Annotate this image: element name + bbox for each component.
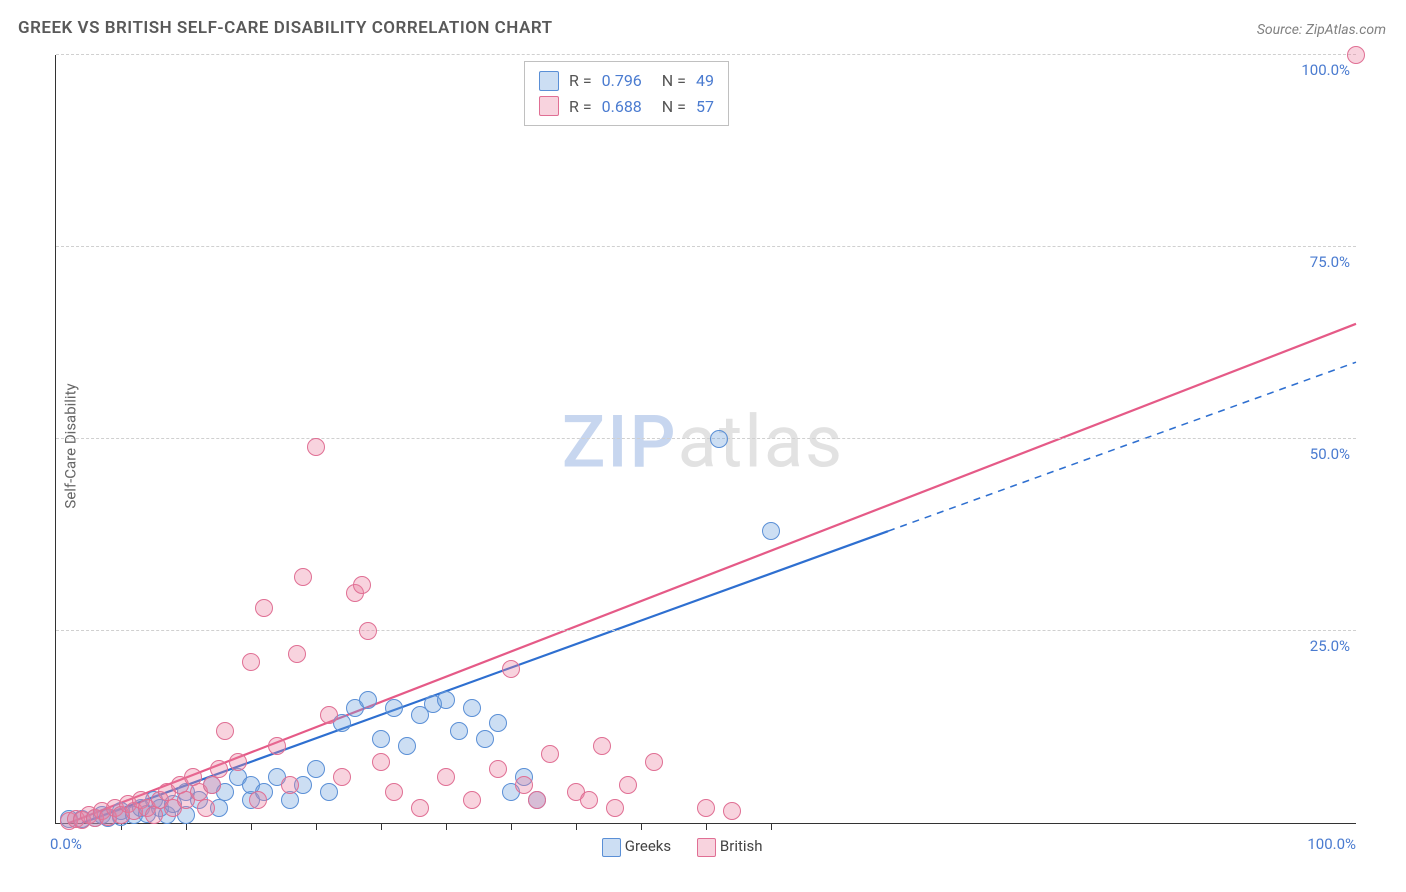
data-point-british: [197, 799, 215, 817]
x-tick: [511, 823, 512, 830]
data-point-greeks: [359, 691, 377, 709]
series-label: British: [720, 837, 763, 855]
x-tick: [576, 823, 577, 830]
data-point-greeks: [450, 722, 468, 740]
data-point-british: [645, 753, 663, 771]
data-point-british: [307, 438, 325, 456]
data-point-british: [593, 737, 611, 755]
data-point-british: [528, 791, 546, 809]
data-point-british: [463, 791, 481, 809]
series-label: Greeks: [625, 837, 671, 855]
data-point-greeks: [710, 430, 728, 448]
data-point-british: [541, 745, 559, 763]
data-point-british: [489, 760, 507, 778]
data-point-british: [333, 768, 351, 786]
data-point-british: [203, 776, 221, 794]
data-point-british: [411, 799, 429, 817]
x-tick: [381, 823, 382, 830]
legend-swatch: [697, 838, 716, 857]
legend-n-value: 57: [696, 94, 714, 120]
data-point-greeks: [307, 760, 325, 778]
legend-n-label: N =: [662, 94, 686, 120]
x-tick: [251, 823, 252, 830]
y-tick-label: 75.0%: [1310, 253, 1350, 271]
legend-r-label: R =: [569, 94, 592, 120]
legend-r-label: R =: [569, 68, 592, 94]
chart-title: GREEK VS BRITISH SELF-CARE DISABILITY CO…: [18, 18, 553, 38]
data-point-british: [619, 776, 637, 794]
data-point-british: [242, 653, 260, 671]
grid-line: [56, 246, 1356, 247]
data-point-british: [515, 776, 533, 794]
data-point-greeks: [489, 714, 507, 732]
data-point-british: [281, 776, 299, 794]
legend-swatch: [539, 71, 559, 91]
regression-line: [888, 362, 1356, 531]
legend-r-value: 0.688: [602, 94, 642, 120]
y-tick-label: 50.0%: [1310, 445, 1350, 463]
legend-swatch: [602, 838, 621, 857]
data-point-british: [353, 576, 371, 594]
x-tick-label: 0.0%: [50, 835, 82, 853]
data-point-british: [249, 791, 267, 809]
data-point-british: [359, 622, 377, 640]
data-point-british: [268, 737, 286, 755]
data-point-british: [385, 783, 403, 801]
series-legend: Greeks British: [602, 837, 763, 857]
data-point-greeks: [762, 522, 780, 540]
data-point-british: [723, 802, 741, 820]
data-point-greeks: [281, 791, 299, 809]
scatter-plot: R =0.796N =49R =0.688N =57 Greeks Britis…: [55, 55, 1356, 824]
data-point-british: [255, 599, 273, 617]
legend-r-value: 0.796: [602, 68, 642, 94]
data-point-greeks: [372, 730, 390, 748]
grid-line: [56, 630, 1356, 631]
data-point-greeks: [437, 691, 455, 709]
regression-line: [82, 531, 888, 823]
legend-swatch: [539, 96, 559, 116]
data-point-british: [145, 806, 163, 824]
data-point-british: [372, 753, 390, 771]
data-point-british: [294, 568, 312, 586]
series-legend-greeks: Greeks: [602, 837, 671, 857]
regression-line: [69, 324, 1356, 823]
x-tick: [771, 823, 772, 830]
data-point-greeks: [320, 783, 338, 801]
data-point-greeks: [385, 699, 403, 717]
data-point-greeks: [463, 699, 481, 717]
regression-lines: [56, 55, 1356, 823]
x-tick: [446, 823, 447, 830]
data-point-british: [502, 660, 520, 678]
data-point-british: [697, 799, 715, 817]
grid-line: [56, 54, 1356, 55]
correlation-legend: R = 0.796 N = 49 R = 0.688 N = 57: [524, 61, 729, 126]
y-tick-label: 25.0%: [1310, 637, 1350, 655]
data-point-british: [229, 753, 247, 771]
x-tick: [641, 823, 642, 830]
x-tick: [706, 823, 707, 830]
data-point-british: [580, 791, 598, 809]
x-tick: [316, 823, 317, 830]
source-label: Source: ZipAtlas.com: [1257, 22, 1386, 38]
data-point-british: [320, 706, 338, 724]
y-tick-label: 100.0%: [1301, 61, 1350, 79]
series-legend-british: British: [697, 837, 762, 857]
legend-n-label: N =: [662, 68, 686, 94]
data-point-british: [216, 722, 234, 740]
legend-row-british: R = 0.688 N = 57: [539, 94, 714, 120]
data-point-british: [1347, 46, 1365, 64]
data-point-british: [437, 768, 455, 786]
legend-n-value: 49: [696, 68, 714, 94]
x-tick-label: 100.0%: [1307, 835, 1356, 853]
data-point-greeks: [476, 730, 494, 748]
data-point-british: [210, 760, 228, 778]
data-point-greeks: [398, 737, 416, 755]
legend-row-greeks: R = 0.796 N = 49: [539, 68, 714, 94]
grid-line: [56, 438, 1356, 439]
data-point-british: [288, 645, 306, 663]
data-point-british: [606, 799, 624, 817]
